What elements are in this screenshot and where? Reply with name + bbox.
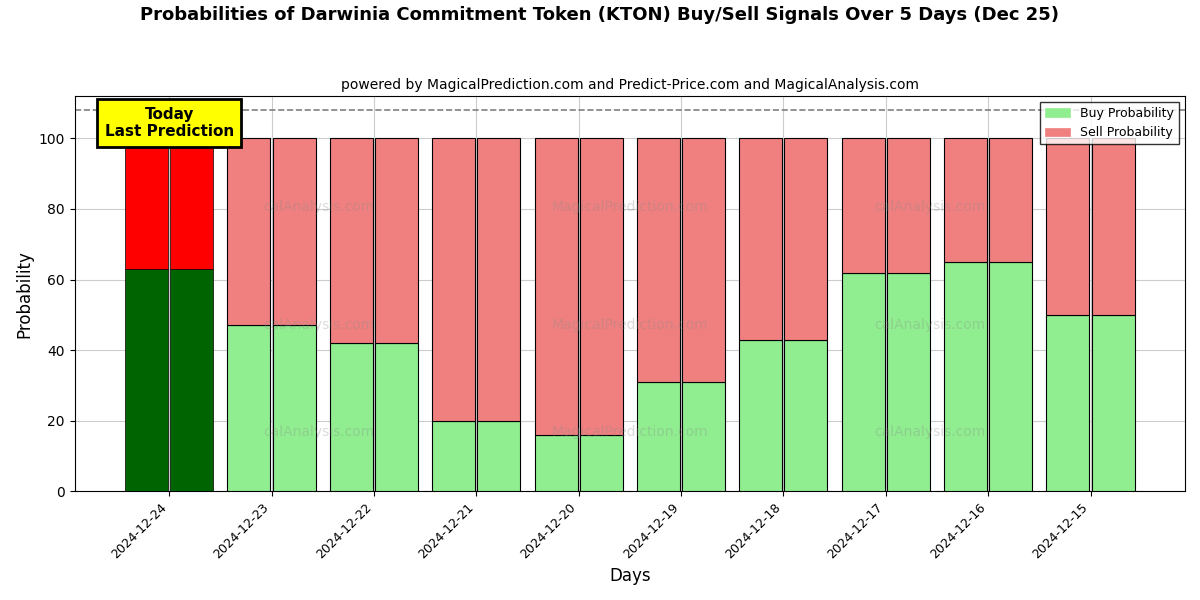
Bar xyxy=(170,269,214,491)
Bar xyxy=(478,421,521,491)
Bar xyxy=(330,343,373,491)
Bar xyxy=(330,139,373,343)
Bar xyxy=(432,421,475,491)
Bar xyxy=(1046,139,1090,315)
Bar xyxy=(944,262,988,491)
Bar xyxy=(374,139,418,343)
Bar xyxy=(228,325,270,491)
Bar xyxy=(272,139,316,325)
Bar xyxy=(739,340,782,491)
Bar xyxy=(580,435,623,491)
Text: calAnalysis.com: calAnalysis.com xyxy=(874,319,985,332)
Bar xyxy=(580,139,623,435)
Text: Probabilities of Darwinia Commitment Token (KTON) Buy/Sell Signals Over 5 Days (: Probabilities of Darwinia Commitment Tok… xyxy=(140,6,1060,24)
Bar xyxy=(682,382,725,491)
X-axis label: Days: Days xyxy=(610,567,650,585)
Bar xyxy=(989,262,1032,491)
Y-axis label: Probability: Probability xyxy=(16,250,34,338)
Text: MagicalPrediction.com: MagicalPrediction.com xyxy=(552,200,708,214)
Text: MagicalPrediction.com: MagicalPrediction.com xyxy=(552,425,708,439)
Bar xyxy=(1046,315,1090,491)
Bar xyxy=(637,382,680,491)
Text: Today
Last Prediction: Today Last Prediction xyxy=(104,107,234,139)
Bar xyxy=(374,343,418,491)
Bar xyxy=(944,139,988,262)
Bar xyxy=(535,435,577,491)
Legend: Buy Probability, Sell Probability: Buy Probability, Sell Probability xyxy=(1040,102,1178,145)
Bar xyxy=(841,139,884,272)
Text: calAnalysis.com: calAnalysis.com xyxy=(263,200,374,214)
Bar xyxy=(887,272,930,491)
Bar xyxy=(125,269,168,491)
Bar xyxy=(739,139,782,340)
Title: powered by MagicalPrediction.com and Predict-Price.com and MagicalAnalysis.com: powered by MagicalPrediction.com and Pre… xyxy=(341,78,919,92)
Bar xyxy=(989,139,1032,262)
Bar xyxy=(228,139,270,325)
Bar xyxy=(478,139,521,421)
Bar xyxy=(272,325,316,491)
Text: calAnalysis.com: calAnalysis.com xyxy=(874,200,985,214)
Bar xyxy=(125,139,168,269)
Text: calAnalysis.com: calAnalysis.com xyxy=(263,425,374,439)
Bar xyxy=(1092,139,1134,315)
Bar xyxy=(785,340,828,491)
Text: calAnalysis.com: calAnalysis.com xyxy=(874,425,985,439)
Text: MagicalPrediction.com: MagicalPrediction.com xyxy=(552,319,708,332)
Bar xyxy=(785,139,828,340)
Text: calAnalysis.com: calAnalysis.com xyxy=(263,319,374,332)
Bar xyxy=(1092,315,1134,491)
Bar xyxy=(432,139,475,421)
Bar xyxy=(887,139,930,272)
Bar xyxy=(535,139,577,435)
Bar xyxy=(841,272,884,491)
Bar xyxy=(637,139,680,382)
Bar xyxy=(170,139,214,269)
Bar xyxy=(682,139,725,382)
